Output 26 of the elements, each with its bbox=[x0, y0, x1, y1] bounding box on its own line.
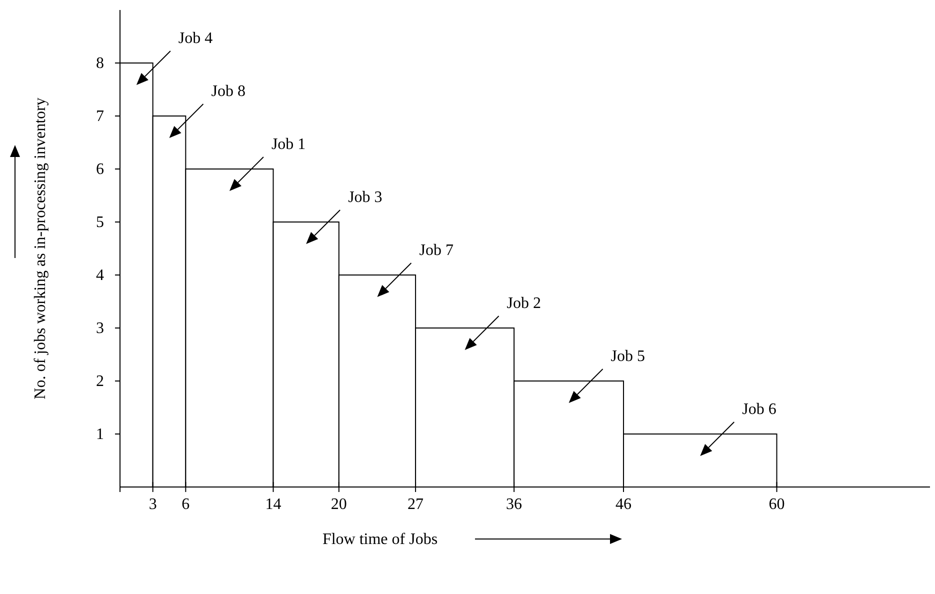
annotation: Job 4 bbox=[178, 30, 213, 47]
x-tick-label: 14 bbox=[265, 496, 282, 513]
x-tick-label: 20 bbox=[330, 496, 347, 513]
x-tick-label: 36 bbox=[506, 496, 522, 513]
y-tick-label: 6 bbox=[96, 161, 104, 178]
x-tick-label: 6 bbox=[182, 496, 190, 513]
x-axis-title: Flow time of Jobs bbox=[322, 531, 438, 548]
y-axis-title: No. of jobs working as in-processing inventory bbox=[32, 98, 49, 400]
y-tick-label: 2 bbox=[96, 373, 104, 390]
y-tick-label: 4 bbox=[96, 267, 104, 284]
x-tick-label: 46 bbox=[616, 496, 632, 513]
y-tick-label: 5 bbox=[96, 214, 104, 231]
y-tick-label: 8 bbox=[96, 55, 104, 72]
x-tick-label: 60 bbox=[768, 496, 785, 513]
x-tick-label: 27 bbox=[408, 496, 424, 513]
annotation: Job 8 bbox=[211, 83, 246, 100]
x-tick-label: 3 bbox=[148, 496, 157, 513]
y-tick-label: 7 bbox=[96, 108, 104, 125]
y-tick-label: 1 bbox=[96, 426, 104, 443]
annotation: Job 5 bbox=[610, 348, 646, 365]
annotation: Job 3 bbox=[348, 189, 382, 206]
annotation: Job 1 bbox=[271, 136, 306, 153]
y-tick-label: 3 bbox=[96, 320, 104, 337]
annotation: Job 2 bbox=[506, 295, 542, 312]
annotation: Job 6 bbox=[742, 401, 776, 418]
annotation: Job 7 bbox=[419, 242, 454, 259]
